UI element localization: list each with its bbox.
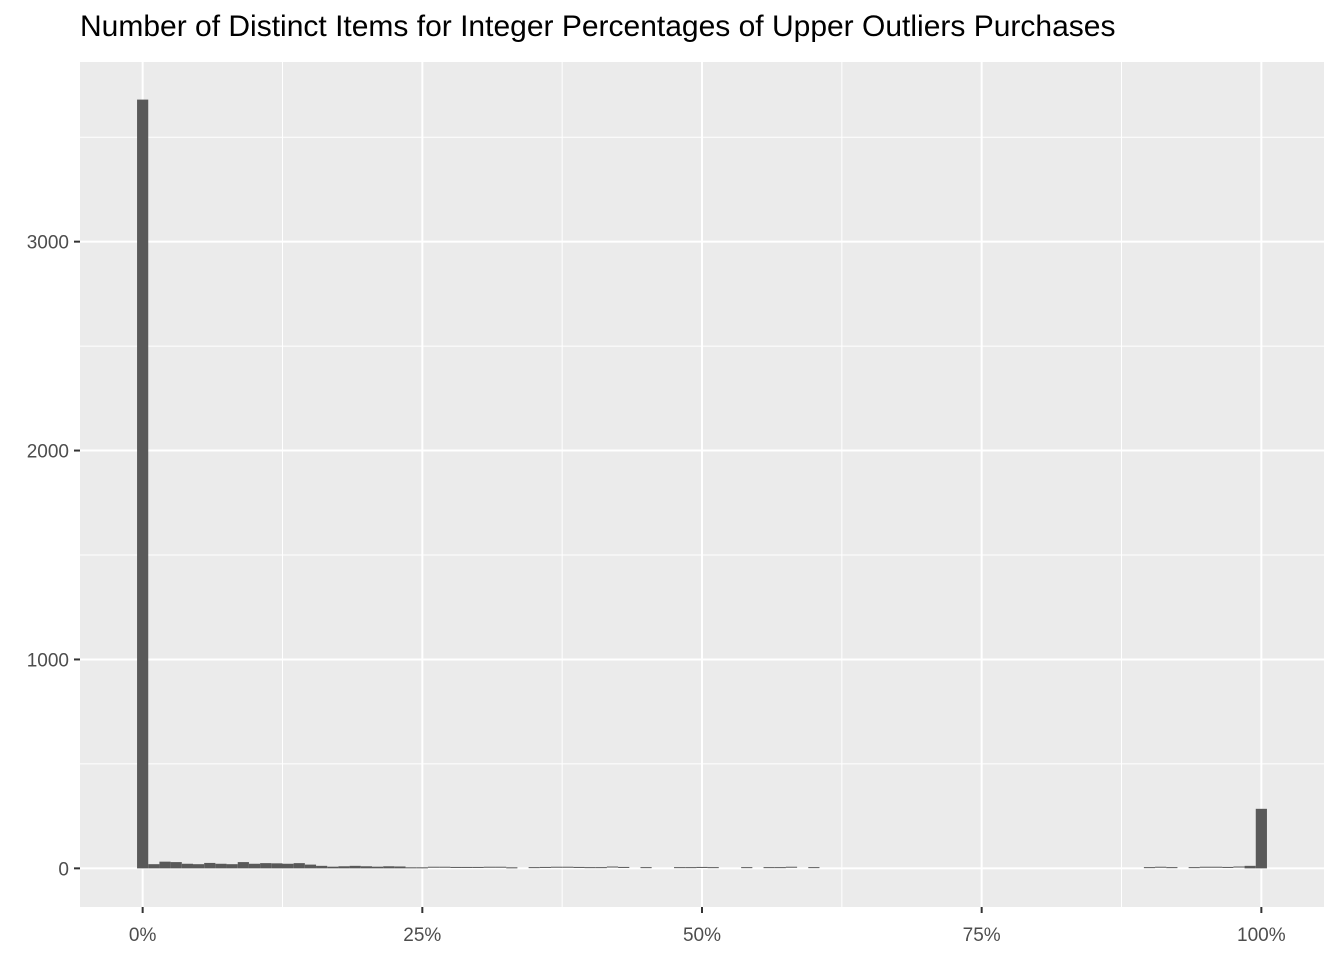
histogram-bar <box>584 867 596 869</box>
histogram-bar <box>495 866 507 868</box>
x-tick-label: 75% <box>963 925 1001 946</box>
histogram-bar <box>293 863 305 869</box>
histogram-bar <box>785 866 798 868</box>
histogram-bar <box>472 866 484 868</box>
histogram-bar <box>573 866 585 868</box>
histogram-bar <box>1166 867 1178 869</box>
histogram-bar <box>327 866 339 869</box>
x-tick-label: 25% <box>403 925 441 946</box>
histogram-bar <box>506 867 518 869</box>
histogram-bar <box>528 867 540 869</box>
histogram-bar <box>360 866 372 869</box>
histogram-bar <box>808 867 820 869</box>
histogram-bar <box>148 864 160 869</box>
histogram-bar <box>394 866 406 869</box>
histogram-bar <box>439 866 451 868</box>
histogram-bar <box>215 863 227 869</box>
histogram-bar <box>707 867 719 869</box>
x-tick-label: 50% <box>683 925 721 946</box>
histogram-bar <box>260 863 272 869</box>
histogram-bar <box>1143 867 1156 869</box>
histogram-bar <box>159 861 171 869</box>
histogram-bar <box>595 867 607 869</box>
histogram-bar <box>248 863 261 869</box>
histogram-bar <box>1255 808 1267 869</box>
histogram-bar <box>349 865 361 869</box>
histogram-bar <box>1211 866 1223 868</box>
histogram-bar <box>282 863 294 869</box>
y-tick-label: 1000 <box>27 650 69 671</box>
x-tick-label: 100% <box>1237 925 1286 946</box>
histogram-bar <box>181 863 193 869</box>
histogram-bar <box>1244 865 1256 869</box>
histogram-bar <box>618 866 630 868</box>
histogram-bar <box>674 867 686 869</box>
histogram-bar <box>1199 866 1212 868</box>
y-tick-label: 2000 <box>27 442 69 463</box>
histogram-bar <box>640 867 652 869</box>
histogram-bar <box>562 866 574 868</box>
histogram-bar <box>405 867 417 869</box>
histogram-bar <box>685 867 697 869</box>
histogram-bar <box>696 866 708 868</box>
histogram-bar <box>192 864 205 869</box>
y-tick-label: 0 <box>58 859 69 880</box>
histogram-bar <box>237 862 249 869</box>
histogram-bar <box>483 866 496 868</box>
histogram-bar <box>763 867 775 869</box>
histogram-bar <box>1155 866 1167 868</box>
histogram-bar <box>1233 866 1245 868</box>
histogram-bar <box>204 862 216 869</box>
x-axis: 0% 25% 50% 75% 100% <box>129 907 1286 946</box>
y-tick-label: 3000 <box>27 233 69 254</box>
histogram-bar <box>371 866 384 869</box>
histogram-bar <box>1188 867 1200 869</box>
histogram-bar <box>338 866 350 869</box>
histogram-bar <box>304 864 317 869</box>
bars <box>137 99 1267 869</box>
histogram-bar <box>383 866 395 869</box>
histogram-bar <box>774 867 786 869</box>
histogram-bar <box>137 99 149 869</box>
histogram-bar <box>741 867 753 869</box>
histogram-bar <box>461 866 473 868</box>
histogram-bar <box>416 867 428 869</box>
histogram-bar <box>316 865 328 869</box>
histogram-bar <box>1222 866 1234 868</box>
histogram-bar <box>539 866 551 868</box>
histogram-bar <box>427 866 440 868</box>
histogram-bar <box>226 864 238 869</box>
histogram-bar <box>450 866 462 868</box>
histogram-bar <box>550 866 563 868</box>
x-tick-label: 0% <box>129 925 157 946</box>
histogram-bar <box>271 863 283 869</box>
histogram-bar <box>170 862 182 869</box>
y-axis: 0 1000 2000 3000 <box>27 233 80 880</box>
chart-title: Number of Distinct Items for Integer Per… <box>80 10 1116 43</box>
histogram-bar <box>606 866 619 868</box>
